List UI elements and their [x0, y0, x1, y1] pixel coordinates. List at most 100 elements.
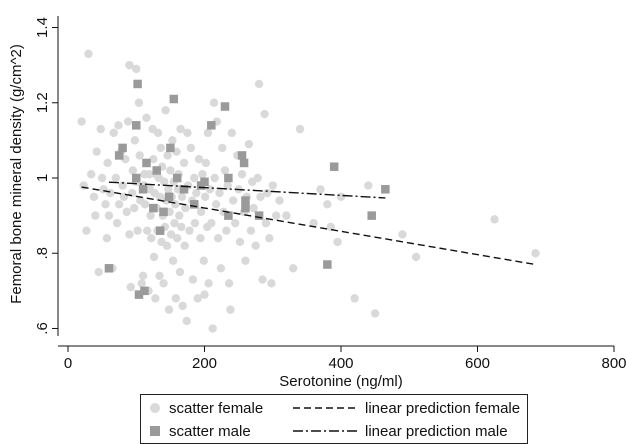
- scatter-male-point: [142, 158, 151, 168]
- scatter-male-point: [172, 173, 182, 183]
- scatter-female-point: [123, 117, 133, 126]
- scatter-female-point: [254, 79, 264, 89]
- x-axis-title: Serotonine (ng/ml): [279, 373, 402, 390]
- scatter-male-point: [164, 192, 174, 202]
- scatter-female-point: [177, 192, 187, 202]
- scatter-female-point: [235, 237, 245, 247]
- scatter-female-point: [109, 128, 118, 138]
- scatter-female-point: [364, 181, 373, 190]
- scatter-female-point: [200, 192, 210, 202]
- scatter-female-point: [103, 158, 112, 168]
- scatter-female-point: [188, 275, 198, 284]
- scatter-female-point: [96, 124, 105, 134]
- scatter-male-point: [133, 79, 142, 89]
- scatter-female-point: [215, 188, 224, 198]
- dashed-line-icon: [293, 407, 357, 409]
- scatter-female-point: [183, 128, 192, 138]
- scatter-female-point: [261, 218, 271, 228]
- scatter-female-point: [222, 226, 231, 235]
- scatter-female-point: [227, 128, 236, 138]
- scatter-female-point: [164, 185, 173, 194]
- square-marker-icon: [150, 426, 160, 436]
- scatter-male-point: [241, 203, 250, 213]
- scatter-female-point: [199, 256, 209, 265]
- scatter-male-point: [241, 196, 250, 205]
- scatter-female-point: [151, 294, 160, 303]
- scatter-female-point: [161, 106, 170, 115]
- scatter-female-point: [77, 117, 86, 126]
- scatter-female-point: [177, 222, 186, 232]
- scatter-female-point: [163, 151, 172, 160]
- scatter-female-point: [186, 143, 196, 153]
- scatter-female-point: [336, 192, 346, 202]
- scatter-female-point: [97, 173, 107, 183]
- scatter-male-point: [190, 200, 199, 209]
- scatter-female-point: [192, 188, 201, 198]
- scatter-female-point: [147, 233, 156, 243]
- scatter-female-point: [130, 203, 139, 213]
- scatter-female-point: [224, 279, 234, 288]
- scatter-female-point: [91, 211, 100, 220]
- scatter-female-point: [411, 252, 421, 262]
- scatter-female-point: [275, 196, 284, 205]
- x-tick-label: 400: [328, 355, 353, 372]
- scatter-female-point: [170, 218, 179, 228]
- scatter-male-point: [367, 211, 376, 220]
- scatter-female-point: [490, 215, 499, 224]
- scatter-female-point: [138, 271, 148, 281]
- scatter-female-point: [135, 151, 144, 160]
- scatter-female-point: [125, 60, 134, 70]
- scatter-female-point: [295, 124, 305, 134]
- scatter-female-point: [228, 196, 238, 205]
- scatter-female-point: [265, 233, 274, 243]
- scatter-female-point: [87, 170, 96, 179]
- scatter-female-point: [166, 230, 176, 239]
- dash-dot-line-icon: [293, 430, 357, 432]
- scatter-female-point: [170, 200, 180, 209]
- scatter-female-point: [126, 282, 135, 292]
- scatter-female-point: [179, 158, 189, 168]
- scatter-female-point: [84, 49, 93, 59]
- y-tick-label: .6: [34, 322, 51, 335]
- scatter-female-point: [164, 305, 174, 314]
- y-tick-label: .8: [34, 247, 51, 260]
- scatter-male-point: [104, 264, 114, 273]
- scatter-female-point: [133, 226, 142, 235]
- scatter-female-point: [137, 279, 146, 288]
- scatter-female-point: [205, 185, 215, 194]
- scatter-female-point: [200, 290, 209, 299]
- scatter-female-point: [128, 166, 138, 175]
- scatter-female-point: [171, 294, 181, 303]
- scatter-female-point: [94, 267, 103, 277]
- linear-prediction-female-line: [81, 186, 536, 266]
- scatter-female-point: [168, 136, 177, 145]
- scatter-female-point: [149, 154, 158, 164]
- scatter-female-point: [118, 181, 127, 190]
- scatter-female-point: [146, 211, 155, 220]
- scatter-female-point: [260, 109, 269, 119]
- scatter-female-point: [204, 279, 213, 288]
- linear-prediction-male-line: [108, 181, 386, 199]
- scatter-female-point: [89, 192, 99, 202]
- legend-label: linear prediction male: [365, 422, 508, 440]
- scatter-female-point: [181, 203, 190, 213]
- scatter-female-point: [153, 128, 163, 138]
- x-tick-label: 0: [64, 355, 72, 372]
- scatter-male-point: [140, 286, 149, 296]
- scatter-female-point: [125, 230, 134, 239]
- scatter-female-point: [241, 256, 250, 265]
- scatter-female-point: [268, 181, 277, 190]
- scatter-female-point: [271, 211, 281, 220]
- scatter-chart: 0 200 400 600 800 .6 .8 1 1.2 1.4 Serotonine (ng/…: [8, 16, 627, 390]
- scatter-female-point: [216, 264, 226, 273]
- scatter-female-point: [258, 275, 267, 284]
- scatter-female-point: [176, 124, 185, 134]
- y-tick-label: 1.4: [34, 17, 51, 38]
- scatter-female-point: [122, 207, 131, 217]
- scatter-female-point: [162, 241, 172, 250]
- legend-item-linear-prediction-male: linear prediction male: [293, 420, 508, 442]
- scatter-male-point: [149, 203, 158, 213]
- scatter-female-point: [531, 249, 540, 258]
- scatter-male-point: [254, 211, 264, 220]
- scatter-male-point: [118, 143, 127, 153]
